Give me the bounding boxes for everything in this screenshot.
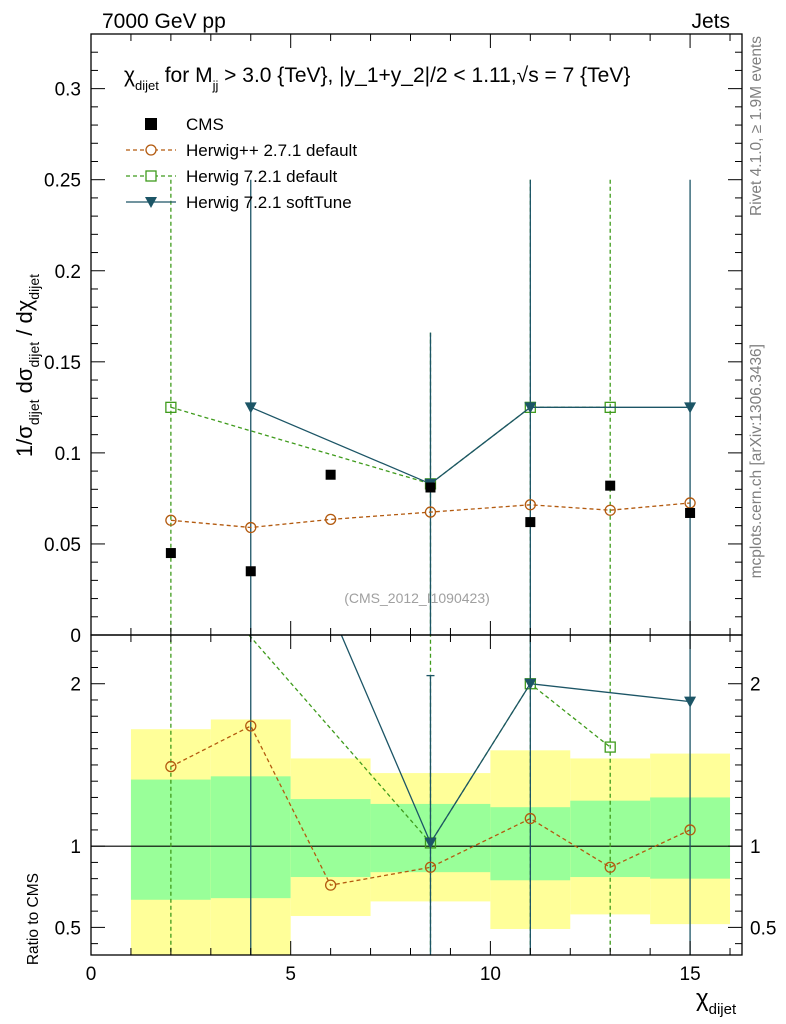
cms-point-0 xyxy=(165,548,176,559)
y-tick-label-0: 0 xyxy=(70,626,81,647)
title-sqrt: √ xyxy=(517,64,529,87)
axis-tick-labels: 0 5 10 15 0 0.05 0.1 0.15 0.2 0.25 0.3 0.5 0.5 1 1 2 2 xyxy=(44,80,776,985)
legend-marker-soft xyxy=(145,197,157,208)
hpp-point-2 xyxy=(324,513,337,526)
title-for-m: for M xyxy=(159,64,213,87)
hpp-ratio-point-2 xyxy=(324,879,337,891)
h721-line xyxy=(170,406,611,485)
legend-label-1: Herwig++ 2.7.1 default xyxy=(186,141,357,160)
xlabel-chi: χ xyxy=(696,985,709,1012)
ratio-series xyxy=(165,635,697,955)
legend-marker-h721 xyxy=(145,170,157,182)
hpp-ratio-point-5 xyxy=(604,861,616,873)
cms-point-6 xyxy=(685,507,696,518)
hpp-point-4 xyxy=(524,499,536,511)
ratio-bands xyxy=(91,719,742,955)
rivet-label: Rivet 4.1.0, ≥ 1.9M events xyxy=(748,36,765,216)
hpp-point-6 xyxy=(684,497,696,509)
soft-ratio-line xyxy=(340,635,691,845)
jets-label: Jets xyxy=(691,10,730,33)
ratio-tick-label-right-1: 1 xyxy=(750,837,761,858)
title-jj-sub: jj xyxy=(212,78,219,93)
ylabel-sub-3: dijet xyxy=(26,274,42,300)
axes-frames xyxy=(90,33,743,956)
title-chi-sub: dijet xyxy=(135,78,159,93)
x-axis-label: χdijet xyxy=(696,985,737,1018)
y-axis-label: 1/σdijet dσdijet / dχdijet xyxy=(12,274,42,457)
cms-point-2 xyxy=(325,469,336,480)
legend-marker-cms xyxy=(145,118,157,130)
legend-label-0: CMS xyxy=(186,115,224,134)
ratio-tick-label-left-0: 0.5 xyxy=(55,918,81,939)
y-tick-label-5: 0.25 xyxy=(44,171,81,192)
hpp-point-1 xyxy=(245,521,257,534)
ratio-tick-label-left-2: 2 xyxy=(70,675,81,696)
cms-point-5 xyxy=(605,480,616,491)
h721-ratio-line xyxy=(248,635,611,844)
xlabel-sub: dijet xyxy=(709,1001,737,1018)
y-tick-label-1: 0.05 xyxy=(44,535,81,556)
legend: CMS Herwig++ 2.7.1 default Herwig 7.2.1 de… xyxy=(126,115,357,212)
soft-ratio-point-1 xyxy=(424,837,437,849)
cms-point-3 xyxy=(425,482,436,493)
hpp-ratio-point-1 xyxy=(245,720,257,732)
soft-ratio-point-2 xyxy=(524,678,537,690)
ylabel-sub-1: dijet xyxy=(26,399,42,425)
h721-ratio-point-3 xyxy=(604,741,616,753)
y-tick-label-4: 0.2 xyxy=(55,262,81,283)
soft-point-3 xyxy=(684,402,697,414)
soft-line xyxy=(250,406,691,485)
y-tick-label-2: 0.1 xyxy=(55,444,81,465)
soft-point-0 xyxy=(244,402,257,414)
hpp-ratio-point-4 xyxy=(524,812,536,825)
h721-point-0 xyxy=(165,401,177,413)
energy-label: 7000 GeV pp xyxy=(102,10,226,33)
cms-point-1 xyxy=(245,566,256,577)
ylabel-sub-2: dijet xyxy=(26,342,42,368)
soft-point-2 xyxy=(524,402,537,414)
analysis-watermark: (CMS_2012_I1090423) xyxy=(344,590,490,606)
plot-title: χdijet for Mjj > 3.0 {TeV}, |y_1+y_2|/2 … xyxy=(124,64,630,93)
mcplots-label: mcplots.cern.ch [arXiv:1306.3436] xyxy=(748,344,765,578)
ratio-axis-label: Ratio to CMS xyxy=(25,873,42,965)
hpp-point-0 xyxy=(165,514,177,526)
hpp-point-5 xyxy=(604,504,616,516)
cms-point-4 xyxy=(525,517,536,528)
ylabel-dsigma: dσ xyxy=(12,367,37,393)
band-inner-2 xyxy=(290,799,371,878)
ylabel-dchi: / dχ xyxy=(12,299,37,342)
ratio-tick-label-right-2: 2 xyxy=(750,675,761,696)
hpp-line xyxy=(170,502,691,529)
title-chi: χ xyxy=(124,64,135,87)
x-tick-label-0: 0 xyxy=(86,964,97,985)
axis-ticks xyxy=(90,33,742,955)
hpp-ratio-point-0 xyxy=(165,760,177,773)
ylabel-one-over-sigma: 1/σ xyxy=(12,425,37,457)
soft-ratio-point-3 xyxy=(684,696,697,708)
legend-label-2: Herwig 7.2.1 default xyxy=(186,167,337,186)
main-series xyxy=(165,179,697,635)
x-tick-label-1: 5 xyxy=(285,964,296,985)
hpp-ratio-point-3 xyxy=(424,861,437,873)
x-tick-label-2: 10 xyxy=(480,964,501,985)
title-end: s = 7 {TeV} xyxy=(528,64,630,87)
hpp-point-3 xyxy=(424,506,437,518)
hpp-ratio-point-6 xyxy=(684,824,696,836)
title-mid: > 3.0 {TeV}, |y_1+y_2|/2 < 1.11, xyxy=(218,64,516,87)
ratio-tick-label-right-0: 0.5 xyxy=(750,918,776,939)
x-tick-label-3: 15 xyxy=(680,964,701,985)
ratio-frame xyxy=(90,634,743,956)
legend-marker-hpp xyxy=(145,144,157,156)
legend-label-3: Herwig 7.2.1 softTune xyxy=(186,193,352,212)
y-tick-label-3: 0.15 xyxy=(44,353,81,374)
y-tick-label-6: 0.3 xyxy=(55,80,81,101)
ratio-tick-label-left-1: 1 xyxy=(70,837,81,858)
